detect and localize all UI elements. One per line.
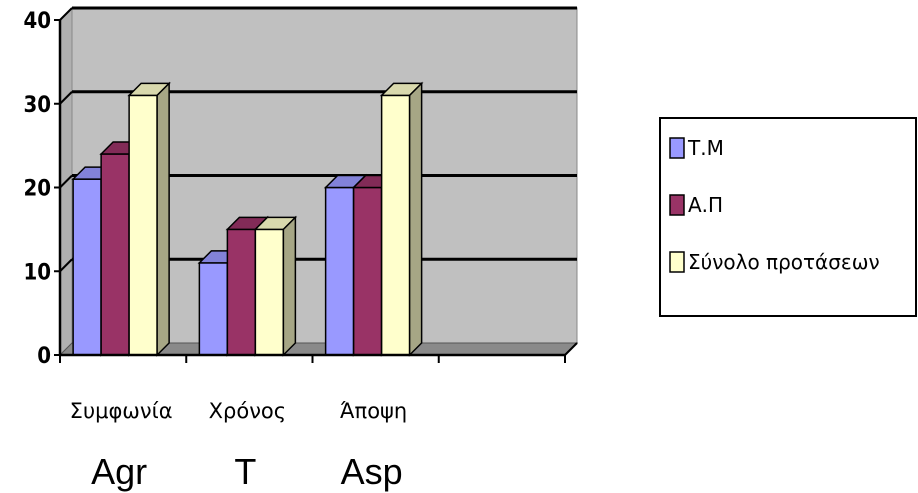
x-subtitle-label: T (234, 451, 256, 492)
bar-front (227, 229, 255, 355)
y-tick-label: 10 (23, 260, 51, 285)
legend: Τ.Μ Α.Π Σύνολο προτάσεων (660, 118, 916, 316)
bar-side (283, 217, 295, 355)
bar-front (129, 95, 157, 355)
legend-entry: Α.Π (670, 193, 723, 217)
bar-side (410, 83, 422, 355)
y-tick-label: 0 (37, 344, 51, 369)
legend-label: Σύνολο προτάσεων (688, 250, 880, 274)
x-subtitle-label: Agr (91, 451, 147, 492)
legend-entry: Σύνολο προτάσεων (670, 250, 880, 274)
legend-label: Τ.Μ (687, 136, 724, 160)
bar-front (199, 263, 227, 355)
bar (255, 217, 295, 355)
legend-swatch (670, 195, 684, 215)
bar-front (382, 95, 410, 355)
x-tick-label: Άποψη (340, 399, 407, 423)
legend-label: Α.Π (688, 193, 723, 217)
bar-front (101, 154, 129, 355)
bar-front (354, 188, 382, 356)
bar-front (73, 179, 101, 355)
legend-swatch (670, 252, 684, 272)
legend-swatch (670, 138, 684, 158)
x-tick-label: Χρόνος (209, 399, 286, 423)
bar (382, 83, 422, 355)
y-tick-label: 30 (23, 93, 51, 118)
bar-side (157, 83, 169, 355)
y-tick-label: 40 (23, 9, 51, 34)
bar-front (255, 229, 283, 355)
x-tick-label: Συμφωνία (70, 399, 173, 423)
legend-entry: Τ.Μ (670, 136, 724, 160)
bar-front (326, 188, 354, 356)
bar (129, 83, 169, 355)
x-subtitle-label: Asp (341, 451, 403, 492)
y-tick-label: 20 (23, 177, 51, 202)
